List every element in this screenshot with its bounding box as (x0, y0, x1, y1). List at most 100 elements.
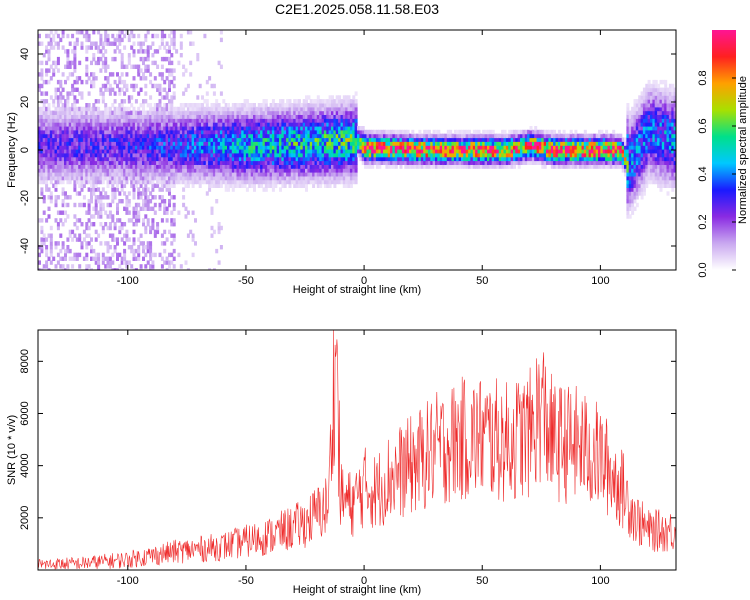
spectrogram-cell (290, 103, 294, 108)
spectrogram-cell (66, 149, 70, 154)
spectrogram-cell (73, 252, 77, 258)
spectrogram-cell (305, 133, 308, 139)
spectrogram-cell (163, 103, 167, 108)
spectrogram-cell (146, 160, 150, 165)
spectrogram-cell (172, 218, 176, 223)
spectrogram-cell (90, 126, 93, 131)
spectrogram-cell (309, 172, 313, 177)
spectrogram-cell (283, 122, 287, 127)
spectrogram-cell (331, 137, 334, 142)
spectrogram-cell (149, 137, 153, 142)
spectrogram-cell (73, 164, 77, 169)
spectrogram-cell (333, 175, 337, 181)
spectrogram-cell (366, 152, 370, 158)
spectrogram-cell (354, 141, 358, 146)
spectrogram-cell (54, 129, 58, 135)
spectrogram-cell (501, 149, 505, 154)
spectrogram-cell (177, 172, 181, 177)
spectrogram-cell (132, 172, 136, 177)
spectrogram-cell (314, 160, 318, 165)
spectrogram-cell (364, 160, 368, 165)
spectrogram-cell (184, 183, 188, 188)
spectrogram-cell (245, 137, 249, 142)
spectrogram-cell (309, 126, 313, 131)
spectrogram-cell (125, 129, 129, 135)
spectrogram-cell (194, 179, 197, 185)
spectrogram-cell (82, 175, 86, 181)
spectrogram-cell (468, 152, 472, 158)
spectrogram-cell (553, 152, 557, 158)
spectrogram-cell (468, 164, 472, 169)
spectrogram-cell (127, 118, 131, 123)
spectrogram-cell (87, 106, 91, 112)
spectrogram-cell (149, 160, 153, 165)
spectrogram-cell (451, 145, 455, 150)
spectrogram-cell (222, 99, 226, 104)
spectrogram-cell (130, 175, 134, 181)
spectrogram-cell (281, 172, 285, 177)
spectrogram-cell (371, 160, 375, 165)
spectrogram-cell (219, 164, 223, 169)
spectrogram-cell (123, 64, 127, 69)
spectrogram-cell (229, 183, 233, 188)
spectrogram-cell (430, 141, 434, 146)
spectrogram-cell (194, 122, 197, 127)
spectrogram-cell (605, 137, 609, 142)
spectrogram-cell (456, 141, 460, 146)
spectrogram-cell (297, 141, 301, 146)
spectrogram-cell (38, 245, 41, 250)
spectrogram-cell (215, 149, 219, 154)
spectrogram-cell (54, 264, 58, 269)
spectrogram-cell (168, 103, 171, 108)
spectrogram-cell (139, 122, 143, 127)
spectrogram-cell (484, 133, 488, 139)
spectrogram-cell (290, 126, 294, 131)
spectrogram-cell (142, 141, 145, 146)
spectrogram-cell (127, 218, 131, 223)
spectrogram-cell (87, 122, 91, 127)
spectrogram-cell (538, 156, 542, 162)
spectrogram-cell (378, 164, 382, 169)
spectrogram-cell (361, 160, 365, 165)
spectrogram-cell (134, 218, 138, 223)
spectrogram-cell (153, 233, 157, 238)
spectrogram-cell (172, 164, 176, 169)
spectrogram-cell (87, 103, 91, 108)
spectrogram-cell (113, 168, 117, 173)
spectrogram-cell (333, 103, 337, 108)
spectrogram-cell (137, 152, 141, 158)
spectrogram-cell (97, 30, 101, 35)
spectrogram-cell (347, 179, 351, 185)
spectrogram-cell (191, 110, 195, 115)
spectrogram-cell (203, 172, 207, 177)
spectrogram-cell (56, 252, 60, 258)
spectrogram-cell (66, 237, 70, 242)
spectrogram-cell (170, 183, 174, 188)
spectrogram-cell (335, 114, 339, 119)
spectrogram-cell (331, 103, 334, 108)
spectrogram-cell (94, 195, 98, 200)
spectrogram-cell (316, 149, 320, 154)
spectrogram-cell (342, 172, 346, 177)
spectrogram-cell (97, 133, 101, 139)
spectrogram-cell (262, 149, 266, 154)
spectrogram-cell (156, 33, 160, 39)
spectrogram-cell (439, 156, 443, 162)
spectrogram-cell (99, 141, 103, 146)
spectrogram-cell (323, 179, 327, 185)
spectrogram-cell (52, 183, 56, 188)
spectrogram-cell (373, 133, 377, 139)
spectrogram-cell (503, 141, 507, 146)
spectrogram-cell (579, 149, 583, 154)
spectrogram-cell (241, 145, 245, 150)
spectrogram-cell (68, 172, 72, 177)
spectrogram-cell (146, 187, 150, 192)
spectrogram-cell (281, 141, 285, 146)
spectrogram-cell (87, 264, 91, 269)
spectrogram-cell (590, 149, 594, 154)
spectrogram-cell (61, 179, 65, 185)
spectrogram-cell (224, 160, 228, 165)
spectrogram-cell (619, 133, 623, 139)
spectrogram-cell (335, 99, 339, 104)
spectrogram-cell (243, 129, 247, 135)
